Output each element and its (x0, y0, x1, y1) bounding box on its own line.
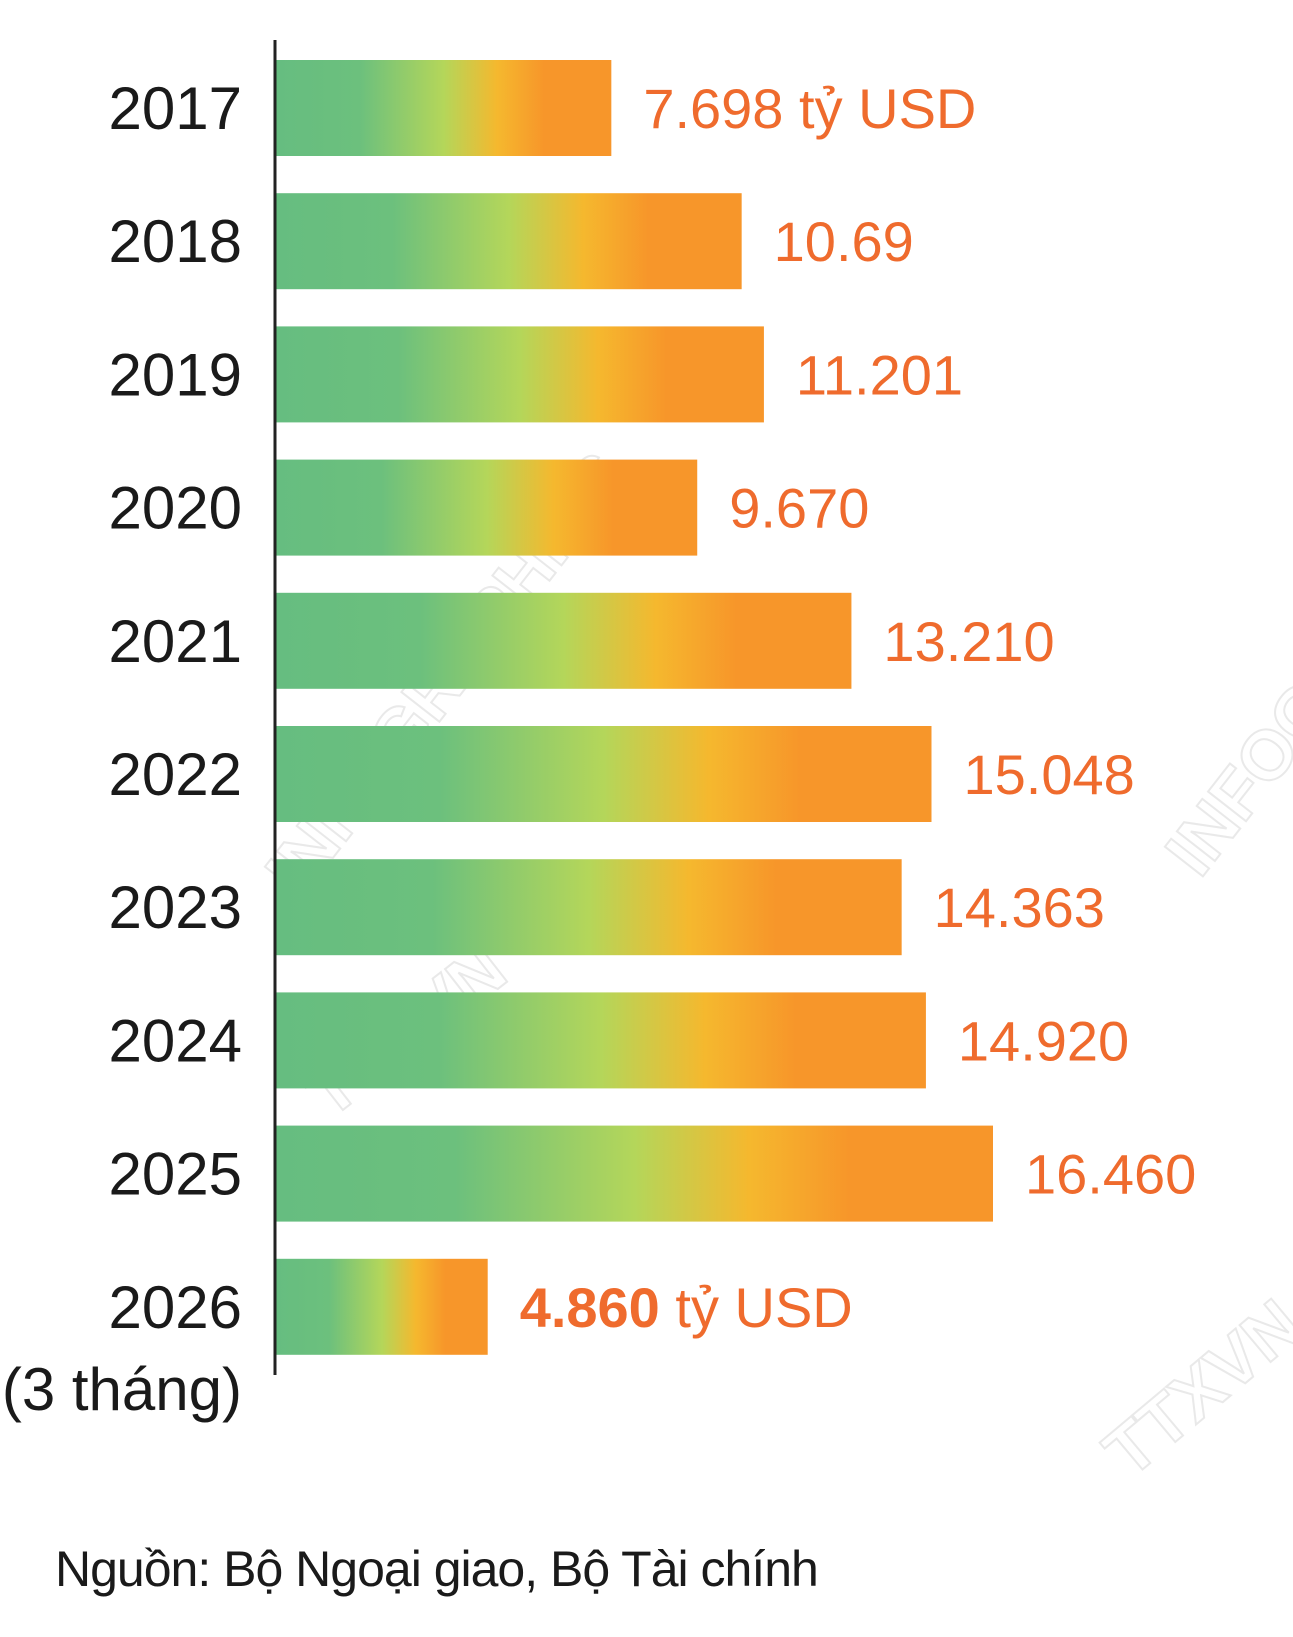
value-label: 9.670 (729, 477, 869, 540)
bar-2017 (276, 60, 612, 156)
bar-2024 (276, 992, 926, 1089)
labels-layer: 2017 7.698 tỷ USD 2018 10.69 2019 11.201 2020 9… (2, 75, 1196, 1423)
value-label: 7.698 tỷ USD (643, 77, 976, 140)
bar-2026 (276, 1258, 488, 1355)
category-label: 2020 (109, 475, 242, 542)
category-sublabel: (3 tháng) (2, 1356, 242, 1423)
bars-layer (276, 60, 993, 1355)
category-label: 2021 (109, 608, 242, 675)
bar-2018 (276, 193, 742, 290)
bar-2019 (276, 326, 764, 423)
category-label: 2022 (109, 741, 242, 808)
category-label: 2024 (109, 1007, 242, 1074)
watermark-text: TTXVN (1090, 1284, 1293, 1491)
value-label: 4.860 tỷ USD (520, 1276, 853, 1339)
value-label: 14.920 (958, 1009, 1129, 1072)
value-label: 13.210 (883, 610, 1054, 673)
source-note: Nguồn: Bộ Ngoại giao, Bộ Tài chính (55, 1541, 819, 1597)
category-label: 2026 (109, 1274, 242, 1341)
bar-2022 (276, 726, 932, 822)
value-label: 14.363 (934, 876, 1105, 939)
value-label: 11.201 (796, 343, 963, 406)
category-label: 2019 (109, 341, 242, 408)
bar-2025 (276, 1125, 993, 1222)
value-label: 15.048 (963, 743, 1134, 806)
category-label: 2023 (109, 874, 242, 941)
category-label: 2025 (109, 1141, 242, 1208)
bar-2021 (276, 592, 852, 689)
category-label: 2018 (109, 208, 242, 275)
category-label: 2017 (109, 75, 242, 142)
watermark-text: INFOGRAPHICS (1150, 418, 1293, 889)
value-label: 16.460 (1025, 1143, 1196, 1206)
bar-2023 (276, 859, 902, 956)
bar-2020 (276, 459, 698, 556)
value-label: 10.69 (774, 210, 914, 273)
